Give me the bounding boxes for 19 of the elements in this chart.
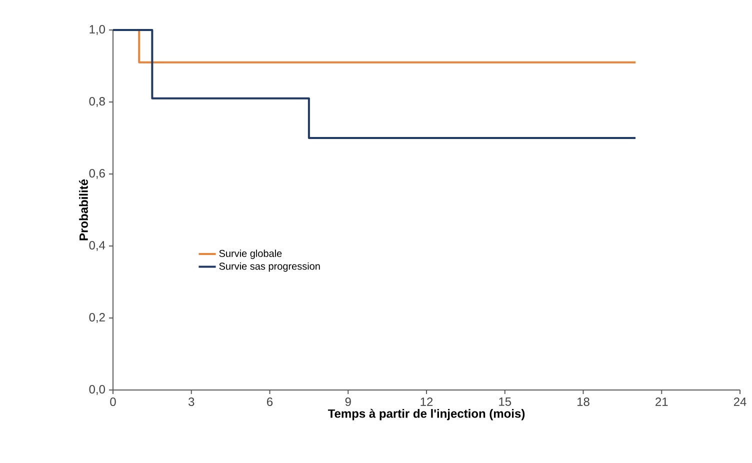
y-tick-label: 0,8 [89, 97, 105, 107]
y-tick-label: 0,0 [89, 385, 106, 395]
x-tick-label: 24 [734, 398, 746, 406]
x-tick-label: 9 [345, 398, 351, 406]
x-tick-label: 18 [577, 398, 590, 406]
y-axis-title: Probabilité [79, 179, 88, 240]
y-tick-label: 0,4 [89, 241, 106, 251]
x-axis-title: Temps à partir de l'injection (mois) [328, 408, 525, 420]
legend-label: Survie globale [219, 250, 282, 259]
x-tick-label: 12 [420, 398, 433, 406]
x-tick-label: 0 [110, 398, 116, 406]
x-tick-label: 21 [656, 398, 668, 406]
x-tick-label: 15 [499, 398, 512, 406]
y-tick-label: 1,0 [90, 25, 106, 35]
legend-label: Survie sas progression [219, 262, 320, 272]
x-tick-label: 6 [267, 398, 273, 406]
x-tick-label: 3 [188, 398, 194, 406]
y-tick-label: 0,2 [89, 313, 105, 323]
y-tick-label: 0,6 [89, 169, 105, 179]
